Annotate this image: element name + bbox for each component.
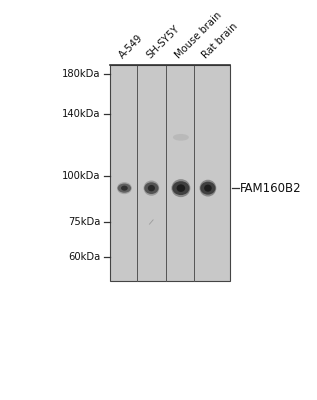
Ellipse shape [204,184,212,192]
Text: A-549: A-549 [117,32,145,60]
Ellipse shape [117,182,132,194]
Text: 140kDa: 140kDa [62,109,100,119]
Ellipse shape [172,181,190,195]
Ellipse shape [121,186,128,191]
Text: SH-SY5Y: SH-SY5Y [144,24,181,60]
Ellipse shape [200,182,216,195]
Ellipse shape [171,179,190,197]
Text: 60kDa: 60kDa [68,252,100,262]
Text: 100kDa: 100kDa [62,171,100,181]
Text: Rat brain: Rat brain [201,21,240,60]
Ellipse shape [148,185,155,191]
Ellipse shape [177,184,185,192]
Ellipse shape [199,180,216,196]
Ellipse shape [173,134,189,141]
Text: FAM160B2: FAM160B2 [240,182,301,195]
Ellipse shape [144,182,158,194]
Text: 75kDa: 75kDa [68,217,100,227]
Ellipse shape [144,180,159,196]
Bar [110,65,230,280]
Text: 180kDa: 180kDa [62,69,100,79]
Ellipse shape [118,184,131,193]
Text: Mouse brain: Mouse brain [174,10,224,60]
